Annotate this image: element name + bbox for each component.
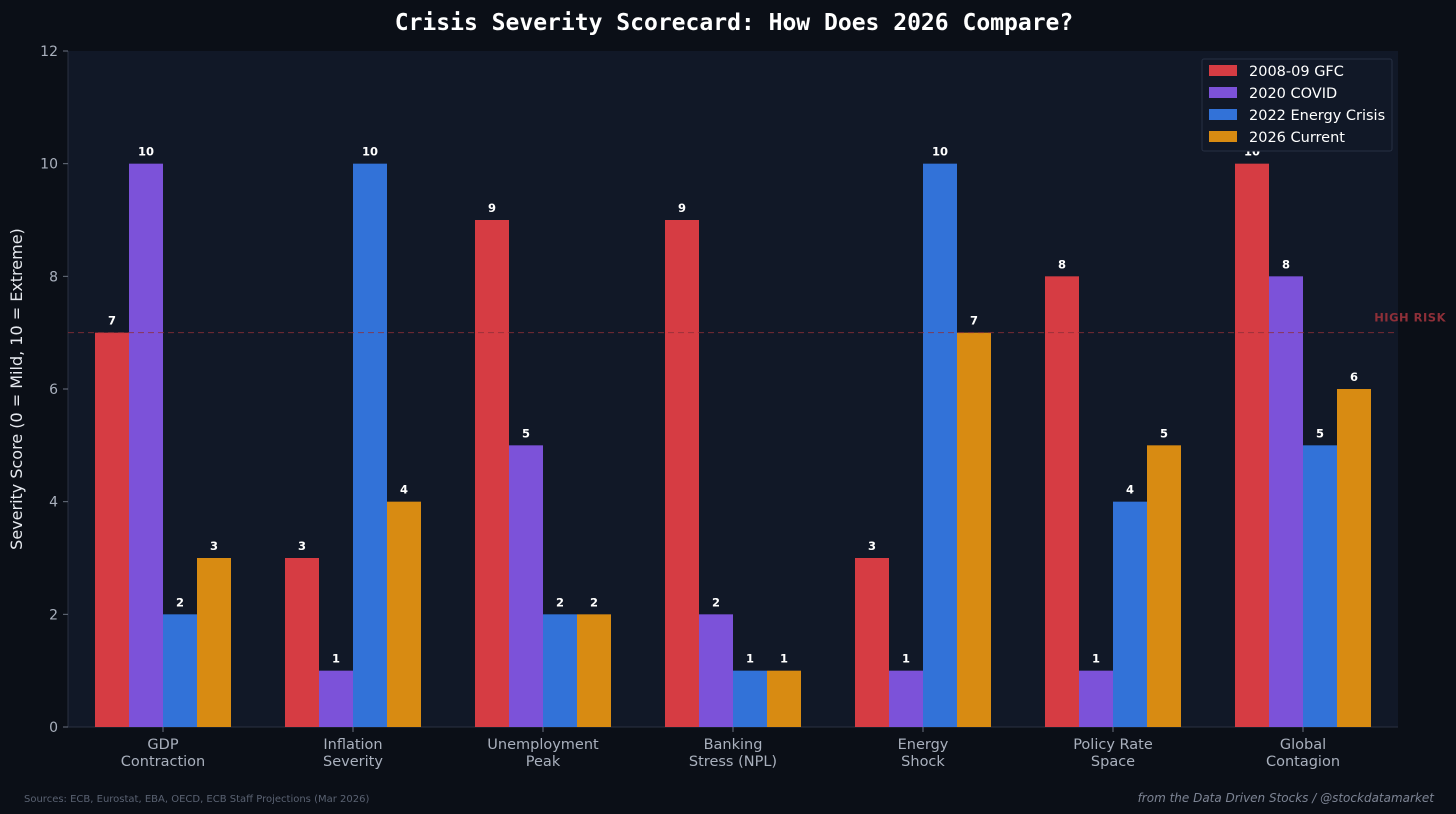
legend-box (1201, 58, 1393, 152)
data-label: 7 (108, 314, 116, 328)
data-label: 5 (1316, 426, 1324, 440)
bar (733, 670, 767, 727)
sources-note: Sources: ECB, Eurostat, EBA, OECD, ECB S… (24, 794, 369, 805)
x-tick-label: GDP (147, 737, 178, 753)
legend-swatch (1209, 87, 1237, 98)
bar (923, 163, 957, 727)
x-tick-label: Contagion (1266, 754, 1340, 770)
legend-entry: 2008-09 GFC (1249, 64, 1344, 80)
bar (577, 614, 611, 727)
x-tick-label: Unemployment (487, 737, 599, 753)
y-tick-label: 2 (49, 607, 58, 623)
bar (387, 501, 421, 727)
data-label: 6 (1350, 370, 1358, 384)
data-label: 4 (400, 483, 408, 497)
data-label: 1 (902, 652, 910, 666)
x-tick-label: Banking (704, 737, 763, 753)
y-tick-label: 6 (49, 382, 58, 398)
data-label: 4 (1126, 483, 1134, 497)
bar (1113, 501, 1147, 727)
data-label: 2 (556, 595, 564, 609)
data-label: 1 (780, 652, 788, 666)
data-label: 3 (210, 539, 218, 553)
bar (855, 558, 889, 727)
bar (957, 332, 991, 727)
x-tick-label: Policy Rate (1073, 737, 1153, 753)
bar (319, 670, 353, 727)
data-label: 5 (522, 426, 530, 440)
x-tick-label: Stress (NPL) (689, 754, 777, 770)
bar (163, 614, 197, 727)
threshold-label: HIGH RISK (1374, 311, 1446, 325)
bar (543, 614, 577, 727)
bar (129, 163, 163, 727)
data-label: 9 (488, 201, 496, 215)
data-label: 2 (176, 595, 184, 609)
bar (509, 445, 543, 727)
y-tick-label: 0 (49, 720, 58, 736)
x-tick-label: Peak (526, 754, 561, 770)
x-tick-label: Inflation (323, 737, 382, 753)
axes: 024681012GDPContractionInflationSeverity… (40, 44, 1398, 770)
data-label: 5 (1160, 426, 1168, 440)
bar (1079, 670, 1113, 727)
data-label: 8 (1058, 257, 1066, 271)
data-label: 8 (1282, 257, 1290, 271)
y-tick-label: 4 (49, 495, 58, 511)
data-label: 1 (746, 652, 754, 666)
bar (1147, 445, 1181, 727)
x-tick-label: Contraction (121, 754, 205, 770)
y-tick-label: 12 (40, 44, 58, 60)
bar (95, 332, 129, 727)
bar (353, 163, 387, 727)
legend-swatch (1209, 65, 1237, 76)
bar (1235, 163, 1269, 727)
bar (475, 220, 509, 727)
data-label: 10 (138, 145, 154, 159)
bar (1045, 276, 1079, 727)
x-tick-label: Global (1280, 737, 1326, 753)
chart-title: Crisis Severity Scorecard: How Does 2026… (395, 10, 1074, 36)
x-tick-label: Severity (323, 754, 383, 770)
bar (665, 220, 699, 727)
legend: 2008-09 GFC 2020 COVID 2022 Energy Crisis 2… (1201, 58, 1393, 152)
data-label: 10 (362, 145, 378, 159)
data-label: 3 (298, 539, 306, 553)
bar (889, 670, 923, 727)
y-tick-label: 8 (49, 269, 58, 285)
x-tick-label: Shock (901, 754, 945, 770)
bar (767, 670, 801, 727)
data-label: 1 (1092, 652, 1100, 666)
data-label: 9 (678, 201, 686, 215)
y-axis-label: Severity Score (0 = Mild, 10 = Extreme) (7, 228, 26, 550)
legend-entry: 2022 Energy Crisis (1249, 108, 1385, 124)
threshold-line: HIGH RISK (68, 311, 1446, 334)
data-label: 1 (332, 652, 340, 666)
bar (285, 558, 319, 727)
bar (1303, 445, 1337, 727)
legend-swatch (1209, 131, 1237, 142)
bar (699, 614, 733, 727)
data-label: 10 (932, 145, 948, 159)
legend-entry: 2026 Current (1249, 130, 1345, 146)
data-label: 2 (712, 595, 720, 609)
legend-entry: 2020 COVID (1249, 86, 1337, 102)
y-tick-label: 10 (40, 157, 58, 173)
data-label: 3 (868, 539, 876, 553)
bar (1337, 389, 1371, 727)
data-label: 2 (590, 595, 598, 609)
legend-swatch (1209, 109, 1237, 120)
data-label: 7 (970, 314, 978, 328)
bar (197, 558, 231, 727)
bar (1269, 276, 1303, 727)
x-tick-label: Space (1091, 754, 1135, 770)
x-tick-label: Energy (898, 737, 949, 753)
credit-note: from the Data Driven Stocks / @stockdata… (1138, 791, 1436, 805)
